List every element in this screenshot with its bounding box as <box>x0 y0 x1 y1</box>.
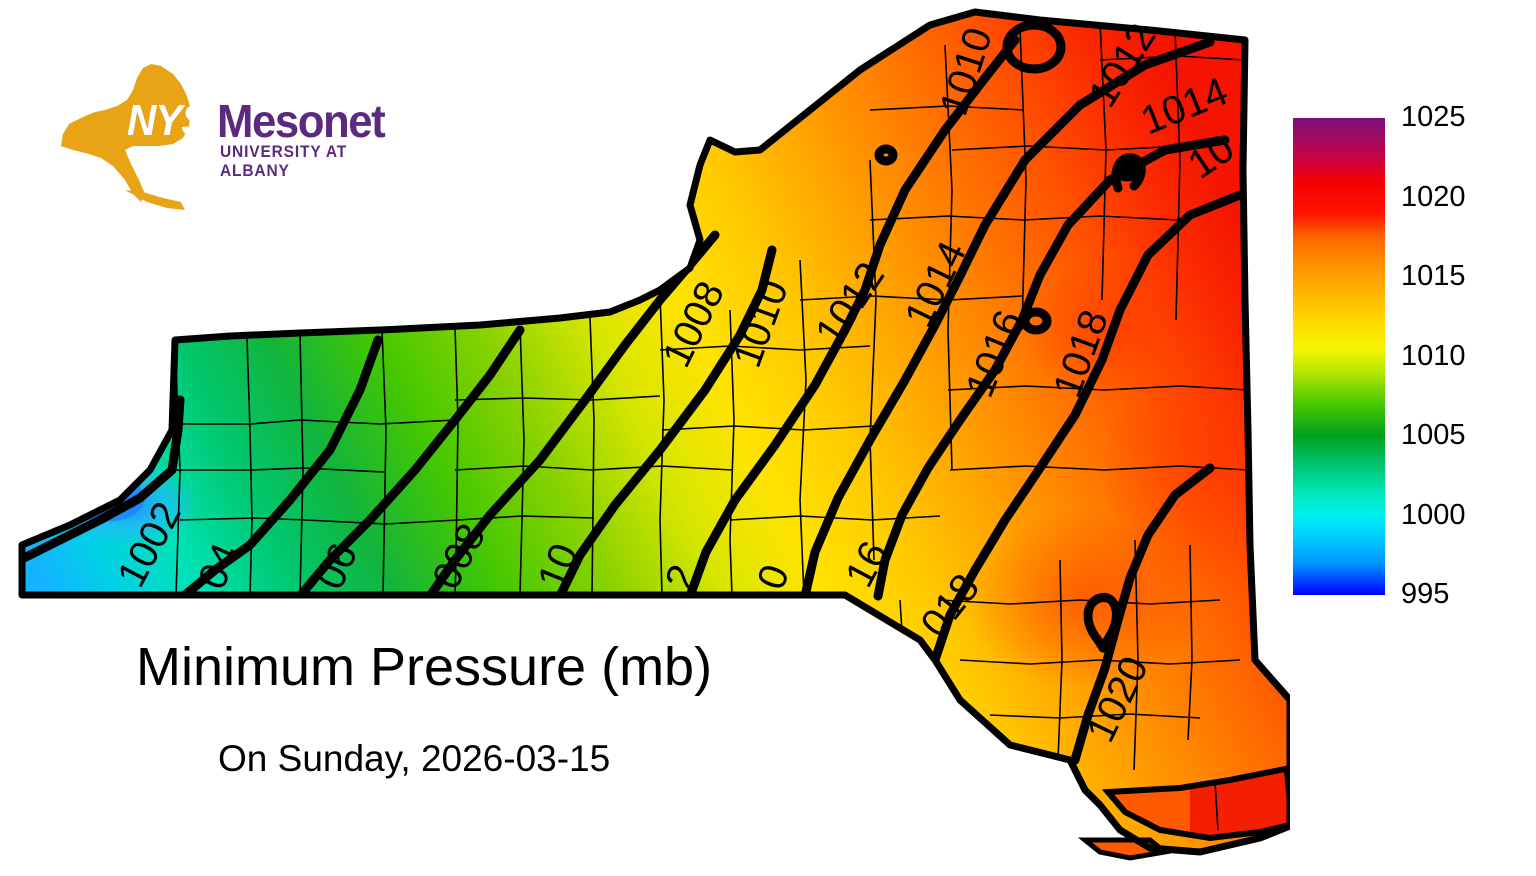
map-title: Minimum Pressure (mb) <box>136 637 713 697</box>
contour-1014 <box>800 37 1215 601</box>
colorbar-label-1020: 1020 <box>1401 180 1466 213</box>
closed-contour-north <box>1002 20 1066 74</box>
logo-university-text: UNIVERSITY AT ALBANY <box>220 143 348 180</box>
contour-1012 <box>685 35 1020 601</box>
contour-1010 <box>555 245 777 601</box>
new-york-state-logo-icon <box>61 64 191 210</box>
closed-contour-partial <box>1111 153 1146 193</box>
colorbar-label-1025: 1025 <box>1401 101 1466 133</box>
long-island-outline <box>1101 764 1290 842</box>
logo-wordmark: NYS Mesonet UNIVERSITY AT ALBANY <box>127 95 417 196</box>
new-york-state-pressure-map: 1002 04 06 008 10 2 0 16 018 1020 1008 1… <box>18 8 1290 861</box>
colorbar-label-995: 995 <box>1401 578 1450 610</box>
pressure-colorbar: 1025 1020 1015 1010 1005 1000 995 <box>1293 103 1523 618</box>
contour-1002 <box>22 395 185 565</box>
colorbar-label-1005: 1005 <box>1401 419 1466 451</box>
colorbar-label-1010: 1010 <box>1401 339 1466 372</box>
contour-1006 <box>295 325 525 601</box>
closed-contour-hudson <box>1083 593 1121 653</box>
colorbar-label-1000: 1000 <box>1401 498 1466 531</box>
logo-nys-text: NYS <box>127 96 208 145</box>
colorbar-label-1015: 1015 <box>1401 260 1466 292</box>
county-boundaries <box>172 21 1249 771</box>
state-outline <box>18 8 1290 856</box>
contour-lines <box>22 20 1245 765</box>
contour-1008 <box>425 230 720 601</box>
li-county-line-1 <box>1214 781 1219 831</box>
map-canvas: 1002 04 06 008 10 2 0 16 018 1020 1008 1… <box>18 8 1290 861</box>
closed-contour-tughill <box>874 144 898 166</box>
contour-1004 <box>180 335 383 600</box>
contour-1020 <box>1070 463 1215 765</box>
contour-1018 <box>930 190 1245 665</box>
map-subtitle: On Sunday, 2026-03-15 <box>218 738 611 779</box>
colorbar-gradient-strip <box>1293 118 1385 595</box>
closed-contour-center <box>1020 307 1052 335</box>
nys-mesonet-logo: NYS Mesonet UNIVERSITY AT ALBANY <box>55 62 415 212</box>
logo-mesonet-text: Mesonet <box>217 95 386 147</box>
